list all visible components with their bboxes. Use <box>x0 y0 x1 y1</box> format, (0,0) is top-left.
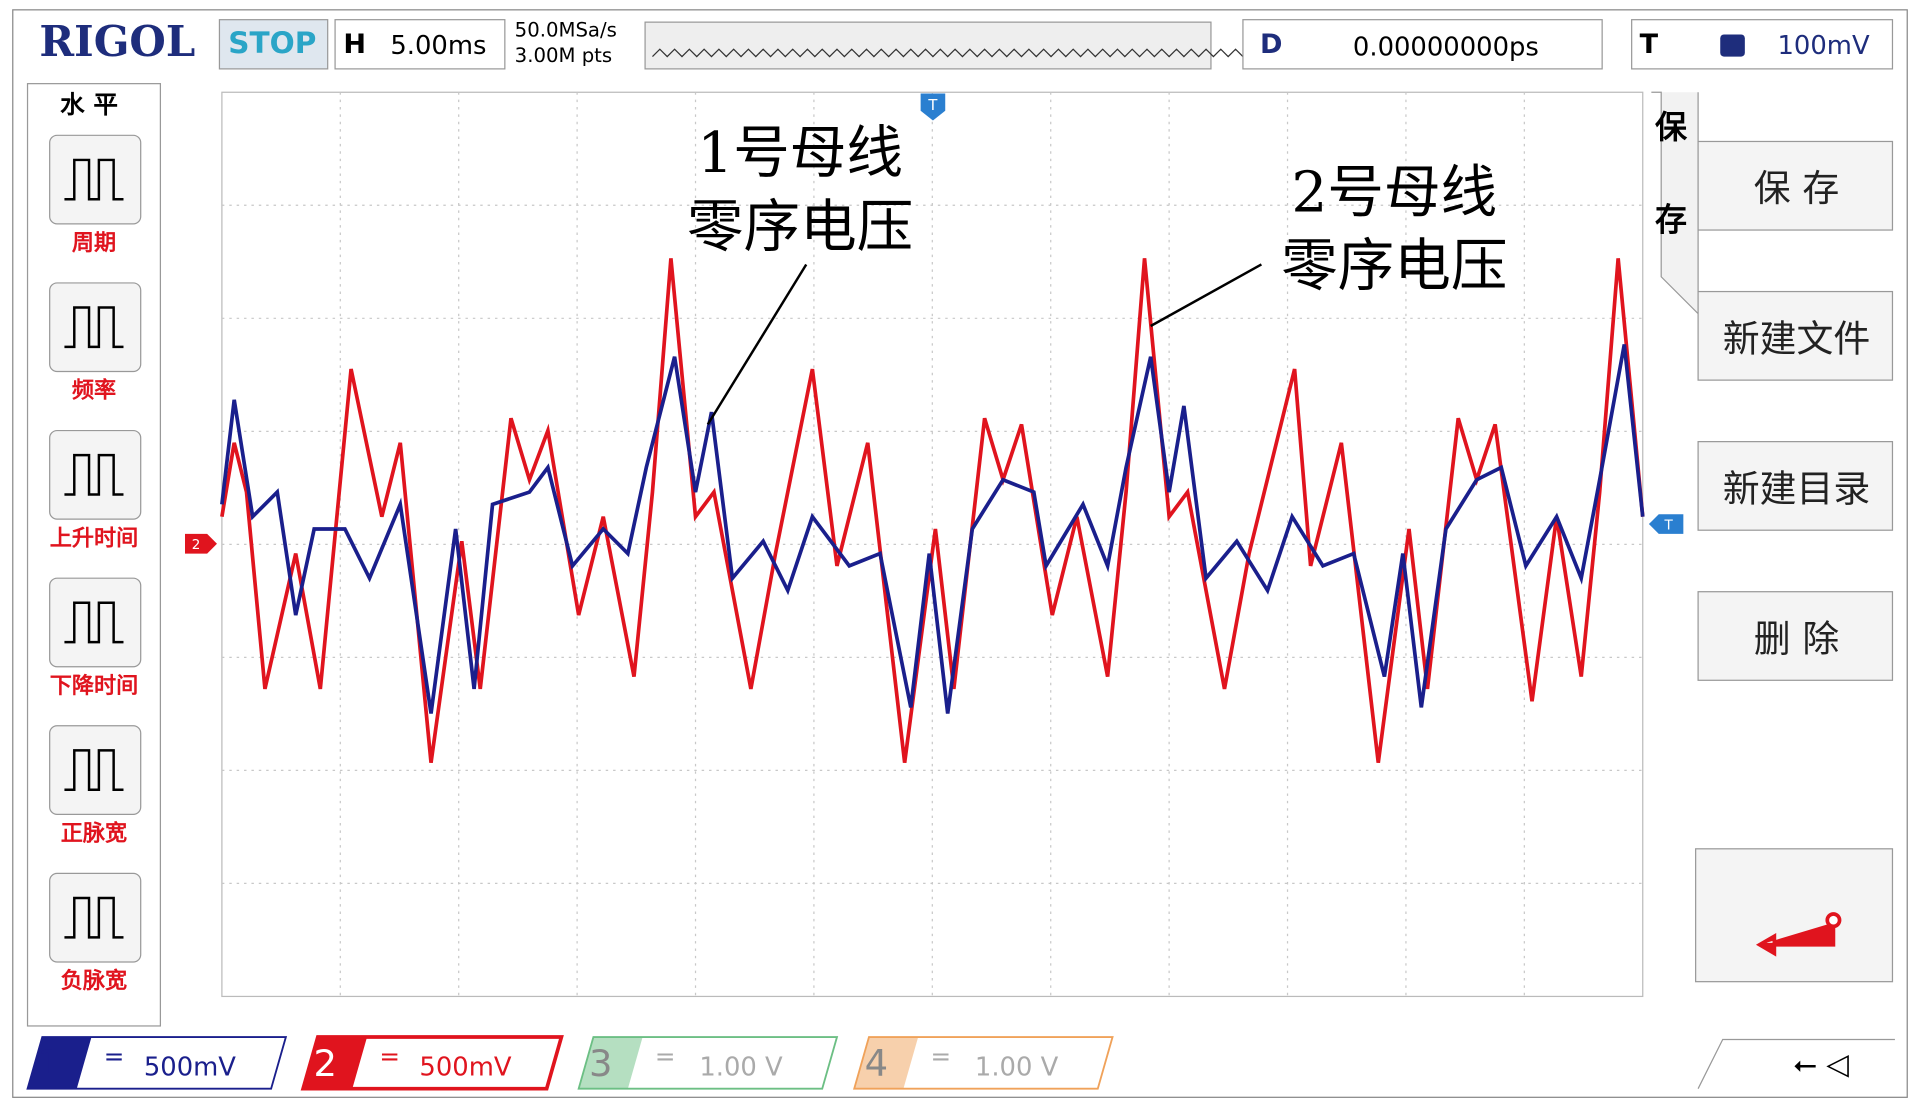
channel-tab <box>303 1037 368 1089</box>
status-box <box>218 19 329 70</box>
menu-icon-button[interactable] <box>49 134 142 225</box>
channel-scale: 500mV <box>419 1052 511 1082</box>
annotation: 1号母线 <box>697 120 903 186</box>
back-icon <box>1755 922 1836 957</box>
memory-depth: 3.00M pts <box>515 44 612 67</box>
channel-2-offset-marker <box>184 533 217 554</box>
menu-icon <box>64 158 124 201</box>
channel-2-waveform <box>220 258 1645 763</box>
channel-1-waveform <box>220 344 1645 714</box>
trigger-label: T <box>1640 29 1659 60</box>
left-menu <box>26 83 162 1027</box>
channel-tab <box>578 1037 643 1089</box>
timebase-box <box>334 19 506 70</box>
channel-coupling: = <box>930 1042 951 1071</box>
channel-tab <box>854 1037 919 1089</box>
menu-button[interactable] <box>1697 290 1894 381</box>
menu-icon <box>64 453 124 496</box>
menu-icon-button[interactable] <box>49 282 142 373</box>
delay-label: D <box>1260 29 1282 60</box>
timebase-label: H <box>343 29 366 60</box>
channel-bar: 1 = 500mV 2 = 500mV 3 = 1.00 V 4 = 1.00 V <box>26 1035 1114 1091</box>
channel-number: 1 <box>38 1042 61 1085</box>
annotation-leader <box>706 263 808 426</box>
usb-icon: ⭠ ◁ <box>1793 1047 1849 1081</box>
left-menu-title: 水 平 <box>60 90 118 119</box>
annotation-leader <box>1150 263 1262 328</box>
trigger-position-label: T <box>927 97 938 114</box>
menu-icon <box>64 896 124 939</box>
brand: RIGOL <box>39 17 195 66</box>
menu-button-label: 新建目录 <box>1723 467 1871 510</box>
channel-number: 4 <box>865 1042 888 1085</box>
trigger-position-marker <box>920 93 946 121</box>
menu-button-label: 新建文件 <box>1723 317 1871 360</box>
menu-icon-button[interactable] <box>49 725 142 815</box>
trigger-level-marker <box>1648 514 1684 534</box>
menu-button[interactable] <box>1697 591 1894 681</box>
menu-icon <box>64 749 124 791</box>
channel-coupling: = <box>104 1042 125 1071</box>
back-icon-dot <box>1825 912 1842 929</box>
menu-icon <box>64 601 124 644</box>
delay: 0.00000000ps <box>1353 32 1539 62</box>
trigger-box <box>1631 19 1894 70</box>
menu-item-label: 周期 <box>72 230 116 256</box>
menu-item-label: 下降时间 <box>50 673 139 699</box>
menu-icon <box>64 306 124 349</box>
right-menu-title: 保 <box>1655 108 1688 146</box>
menu-button-label: 保 存 <box>1754 167 1840 210</box>
menu-icon-button[interactable] <box>49 872 142 963</box>
channel-number: 2 <box>313 1042 336 1085</box>
back-button[interactable] <box>1695 848 1894 983</box>
channel-tab <box>27 1037 92 1089</box>
menu-icon-button[interactable] <box>49 429 142 520</box>
right-menu-title: 存 <box>1655 200 1687 238</box>
channel-coupling: = <box>379 1042 400 1071</box>
menu-button-label: 删 除 <box>1754 617 1840 660</box>
channel-scale: 500mV <box>144 1052 236 1082</box>
channel-2-offset-label: 2 <box>192 537 201 553</box>
annotation: 零序电压 <box>687 194 913 260</box>
trigger-source-icon <box>1720 34 1745 57</box>
memory-bar <box>644 21 1212 70</box>
menu-icon-button[interactable] <box>49 577 142 668</box>
trigger-level-label: T <box>1663 517 1673 533</box>
trigger-level: 100mV <box>1778 31 1870 61</box>
sample-rate: 50.0MSa/s <box>515 18 617 41</box>
menu-button[interactable] <box>1697 441 1894 531</box>
annotation: 2号母线 <box>1291 159 1497 225</box>
menu-item-label: 正脉宽 <box>61 821 127 847</box>
status-tab <box>1697 1038 1895 1089</box>
channel-scale: 1.00 V <box>975 1052 1059 1082</box>
channel-coupling: = <box>655 1042 676 1071</box>
run-status[interactable]: STOP <box>228 26 316 60</box>
memory-wave <box>652 48 1251 58</box>
channel-number: 3 <box>589 1042 612 1085</box>
timebase: 5.00ms <box>390 31 486 61</box>
menu-button[interactable] <box>1697 140 1894 231</box>
menu-item-label: 频率 <box>72 378 116 404</box>
delay-box <box>1242 19 1603 70</box>
menu-item-label: 负脉宽 <box>61 968 127 994</box>
channel-scale: 1.00 V <box>699 1052 783 1082</box>
right-menu-tab <box>1651 91 1699 316</box>
menu-item-label: 上升时间 <box>50 525 139 551</box>
annotation: 零序电压 <box>1281 233 1507 299</box>
